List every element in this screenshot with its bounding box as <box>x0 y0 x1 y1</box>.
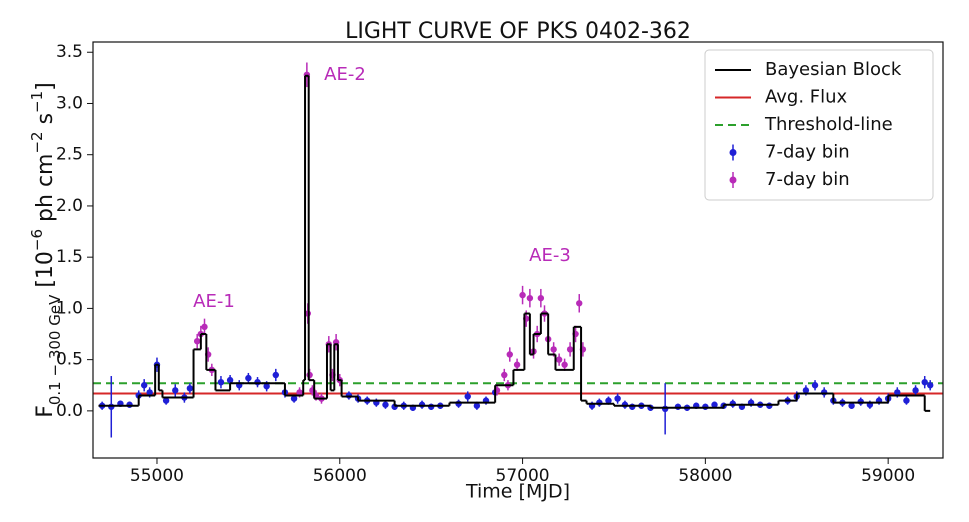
data-point <box>263 383 270 390</box>
annotation: AE-1 <box>193 291 235 312</box>
data-point <box>596 399 603 406</box>
data-point <box>894 389 901 396</box>
y-tick-label: 0.5 <box>56 350 83 370</box>
data-point <box>455 400 462 407</box>
data-point <box>140 382 148 389</box>
y-tick-label: 0.0 <box>56 401 83 421</box>
y-tick-label: 3.0 <box>56 93 83 113</box>
data-point <box>506 351 513 358</box>
data-point <box>566 346 574 353</box>
data-point <box>108 403 115 410</box>
data-point <box>382 401 389 408</box>
y-label-part: ph cm <box>33 154 58 229</box>
y-tick-label: 3.5 <box>56 42 83 62</box>
data-point <box>473 402 481 409</box>
data-point <box>226 376 234 384</box>
y-label-part: ] <box>33 82 58 91</box>
data-point <box>629 403 636 410</box>
data-point <box>519 291 526 299</box>
data-point <box>621 401 629 408</box>
data-point <box>561 361 568 368</box>
legend-box <box>704 49 934 201</box>
y-tick-label: 2.0 <box>56 196 83 216</box>
legend-label: Threshold-line <box>764 114 893 135</box>
data-point <box>345 392 353 399</box>
data-point <box>290 395 298 402</box>
y-tick-label: 2.5 <box>56 145 83 165</box>
legend-swatch <box>729 176 737 184</box>
data-point <box>537 294 545 302</box>
x-tick-label: 55000 <box>130 466 184 486</box>
x-tick-label: 56000 <box>313 466 367 486</box>
data-point <box>711 401 718 408</box>
data-point <box>162 397 170 404</box>
data-point <box>418 401 426 408</box>
data-point <box>172 387 179 394</box>
data-point <box>857 398 864 405</box>
data-point <box>811 382 819 389</box>
data-point <box>201 323 208 331</box>
data-point <box>245 374 252 382</box>
data-point <box>802 387 810 394</box>
data-point <box>614 395 621 402</box>
annotation: AE-2 <box>324 64 366 85</box>
data-point <box>193 337 201 345</box>
data-point <box>126 401 133 408</box>
data-point <box>272 371 279 379</box>
data-point <box>702 403 709 410</box>
x-tick-label: 59000 <box>861 466 915 486</box>
data-point <box>927 382 934 389</box>
data-point <box>729 400 736 407</box>
data-point <box>912 387 919 394</box>
data-point <box>427 403 435 410</box>
data-point <box>550 346 557 353</box>
data-point <box>217 378 225 386</box>
x-axis-label: Time [MJD] <box>465 481 570 503</box>
data-point <box>820 389 828 396</box>
data-point <box>254 378 261 386</box>
y-axis-label: F0.1 − 300 GeV [10−6 ph cm−2 s−1] <box>28 82 64 418</box>
data-point <box>576 300 583 307</box>
data-point <box>921 378 928 386</box>
y-label-part: s <box>33 113 58 131</box>
data-point <box>186 385 194 392</box>
annotation: AE-3 <box>529 245 571 266</box>
plot <box>93 62 943 438</box>
legend-swatch <box>729 149 737 156</box>
y-label-part: F <box>33 405 58 418</box>
y-tick-label: 1.5 <box>56 247 83 267</box>
legend-label: 7-day bin <box>765 169 850 190</box>
y-label-part: −6 <box>28 229 46 251</box>
data-point <box>848 402 855 409</box>
legend-label: Bayesian Block <box>765 59 902 80</box>
data-point <box>464 393 471 400</box>
y-label-part: −2 <box>28 131 46 153</box>
data-point <box>605 397 612 404</box>
data-point <box>513 361 521 368</box>
plot-frame <box>92 41 944 459</box>
data-point <box>526 294 534 302</box>
legend-label: 7-day bin <box>765 142 850 163</box>
y-label-part: 0.1 − 300 GeV <box>46 294 64 405</box>
data-point <box>766 402 773 409</box>
data-point <box>555 356 563 363</box>
x-tick-label: 57000 <box>496 466 550 486</box>
data-point <box>296 389 303 396</box>
legend-label: Avg. Flux <box>765 87 848 108</box>
data-point <box>903 397 910 404</box>
data-point <box>501 371 508 379</box>
x-tick-label: 58000 <box>678 466 732 486</box>
data-point <box>146 389 153 396</box>
y-tick-label: 1.0 <box>56 298 83 318</box>
y-label-part: −1 <box>28 91 46 113</box>
y-label-part: [10 <box>33 251 58 295</box>
chart-title: LIGHT CURVE OF PKS 0402-362 <box>345 19 691 44</box>
data-point <box>661 405 669 413</box>
data-point <box>674 403 682 410</box>
